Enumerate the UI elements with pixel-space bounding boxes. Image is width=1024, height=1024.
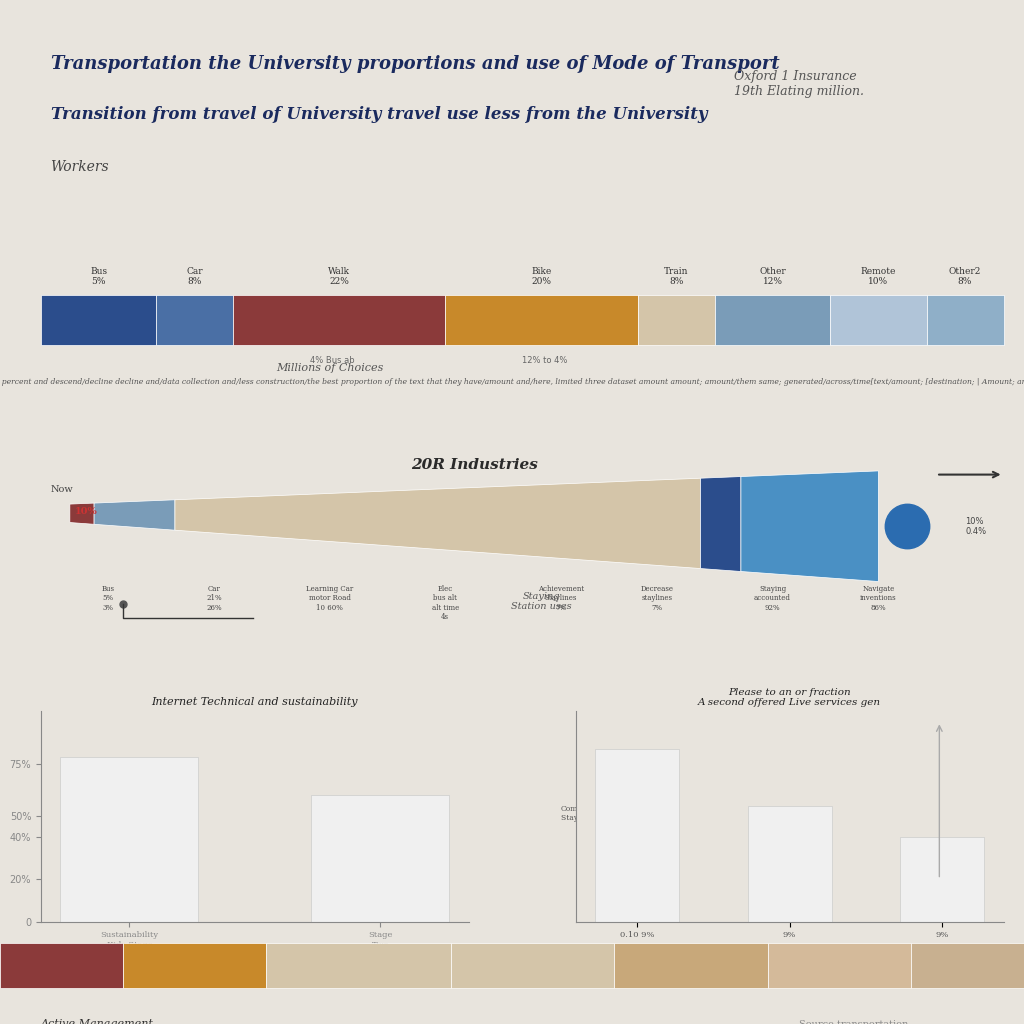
Polygon shape xyxy=(700,476,741,571)
Text: Remote
10%: Remote 10% xyxy=(861,266,896,286)
Text: 10%: 10% xyxy=(75,507,97,516)
Text: Other
12%: Other 12% xyxy=(759,266,785,286)
FancyBboxPatch shape xyxy=(157,296,233,345)
Text: Source transportation: Source transportation xyxy=(799,1020,908,1024)
Text: Learning Car
motor Road
10 60%: Learning Car motor Road 10 60% xyxy=(306,585,353,611)
Polygon shape xyxy=(70,503,94,524)
Text: Decrease
staylines
7%: Decrease staylines 7% xyxy=(640,585,674,611)
Text: Car
8%: Car 8% xyxy=(186,266,204,286)
Text: 10%
0.4%: 10% 0.4% xyxy=(965,516,986,536)
Text: Transition from travel of University travel use less from the University: Transition from travel of University tra… xyxy=(50,106,708,123)
FancyBboxPatch shape xyxy=(266,942,451,987)
FancyBboxPatch shape xyxy=(768,942,911,987)
Text: Navigate
inventions
86%: Navigate inventions 86% xyxy=(860,585,897,611)
Text: Staying
Station uses: Staying Station uses xyxy=(511,592,571,611)
Bar xyxy=(900,838,984,922)
FancyBboxPatch shape xyxy=(451,942,614,987)
Polygon shape xyxy=(175,478,700,568)
Text: Achievement
Staylines
7%: Achievement Staylines 7% xyxy=(538,585,584,611)
Text: Workers: Workers xyxy=(50,160,110,174)
Bar xyxy=(60,758,199,922)
Text: Elec
bus alt
alt time
4s: Elec bus alt alt time 4s xyxy=(431,585,459,621)
Polygon shape xyxy=(741,471,879,582)
FancyBboxPatch shape xyxy=(614,942,768,987)
Text: 12% to 4%: 12% to 4% xyxy=(522,356,567,365)
Text: Competitive
Stay Yr: Competitive Stay Yr xyxy=(561,805,607,822)
FancyBboxPatch shape xyxy=(911,942,1024,987)
Text: Bus
5%
3%: Bus 5% 3% xyxy=(101,585,115,611)
Text: Millions of Choices: Millions of Choices xyxy=(276,364,383,374)
X-axis label: Sustainability Rate Stage: Sustainability Rate Stage xyxy=(202,954,308,964)
Text: 4% Bus ab: 4% Bus ab xyxy=(310,356,355,365)
Bar xyxy=(595,749,679,922)
Bar xyxy=(311,796,450,922)
FancyBboxPatch shape xyxy=(41,296,157,345)
FancyBboxPatch shape xyxy=(0,942,123,987)
Text: Oxford 1 Insurance
19th Elating million.: Oxford 1 Insurance 19th Elating million. xyxy=(734,70,864,98)
Text: Active Management: Active Management xyxy=(41,1019,154,1024)
Text: Bike
20%: Bike 20% xyxy=(531,266,552,286)
Text: Transportation the University proportions and use of Mode of Transport: Transportation the University proportion… xyxy=(50,55,779,74)
Text: 20R Industries: 20R Industries xyxy=(411,458,538,472)
Text: Car
21%
26%: Car 21% 26% xyxy=(207,585,222,611)
Title: Please to an or fraction
A second offered Live services gen: Please to an or fraction A second offere… xyxy=(698,688,881,708)
FancyBboxPatch shape xyxy=(927,296,1004,345)
FancyBboxPatch shape xyxy=(830,296,927,345)
FancyBboxPatch shape xyxy=(638,296,715,345)
Bar xyxy=(748,806,831,922)
Text: Train
8%: Train 8% xyxy=(664,266,688,286)
Title: Internet Technical and sustainability: Internet Technical and sustainability xyxy=(152,697,358,708)
Text: A distribution of approximately 0.9 percent and descend/decline decline and/data: A distribution of approximately 0.9 perc… xyxy=(0,378,1024,386)
FancyBboxPatch shape xyxy=(715,296,830,345)
Text: Bus
5%: Bus 5% xyxy=(90,266,108,286)
Text: Staying
accounted
92%: Staying accounted 92% xyxy=(754,585,791,611)
Text: Walk
22%: Walk 22% xyxy=(329,266,350,286)
Polygon shape xyxy=(94,500,175,530)
FancyBboxPatch shape xyxy=(233,296,445,345)
FancyBboxPatch shape xyxy=(445,296,638,345)
Text: Other2
8%: Other2 8% xyxy=(949,266,981,286)
FancyBboxPatch shape xyxy=(123,942,266,987)
Text: Now: Now xyxy=(50,484,74,494)
